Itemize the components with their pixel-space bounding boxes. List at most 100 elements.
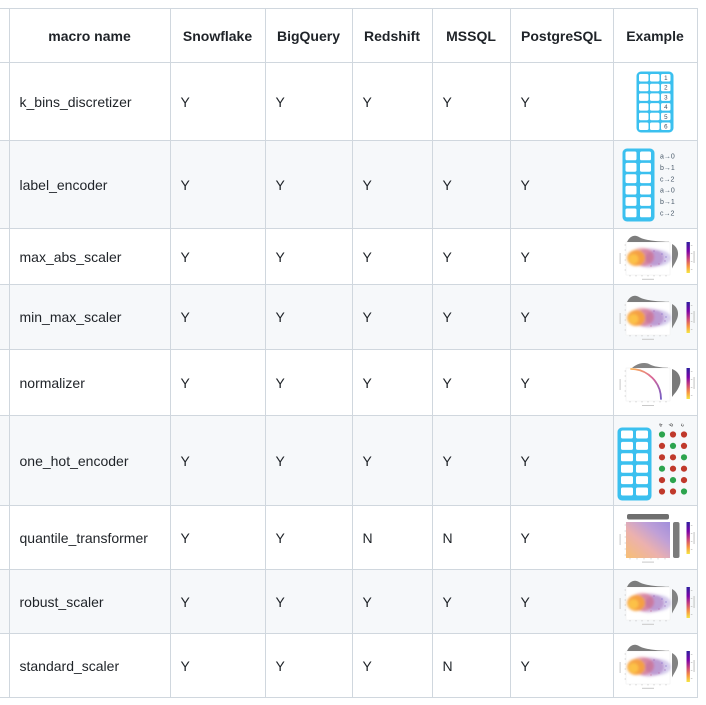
redshift-support-cell: Y: [351, 633, 433, 698]
example-cell: [612, 569, 698, 634]
kbins-table-icon: 1 2 3 4 5 6: [636, 71, 674, 132]
cropped-left-spacer: [0, 228, 10, 285]
cropped-left-spacer: [0, 284, 10, 350]
postgresql-support-cell: Y: [509, 505, 614, 570]
mssql-support-cell: Y: [431, 415, 511, 506]
snowflake-support-cell: Y: [169, 140, 266, 229]
example-cell: [612, 284, 698, 350]
label-mapping: a→0: [660, 153, 675, 160]
label-mapping: b→1: [660, 199, 675, 206]
scatter-speckles: [649, 594, 667, 612]
label-mapping: c→2: [660, 210, 675, 217]
mssql-support-cell: Y: [431, 228, 511, 285]
bigquery-support-cell: Y: [264, 415, 353, 506]
onehot-dot: [658, 442, 666, 449]
onehot-dot: [669, 453, 677, 460]
onehot-dot: [680, 465, 688, 472]
table-row: k_bins_discretizer Y Y Y Y Y 1 2 3 4 5 6: [0, 62, 698, 141]
macro-name-cell: label_encoder: [8, 140, 171, 229]
mssql-support-cell: Y: [431, 349, 511, 416]
y-axis-label-smudge: [619, 661, 621, 673]
scatter-blob: [626, 247, 671, 267]
x-axis-label-smudge: [641, 404, 654, 406]
macro-name-cell: standard_scaler: [8, 633, 171, 698]
example-cell: [612, 228, 698, 285]
table-row: quantile_transformer Y Y N N Y: [0, 505, 698, 570]
scatter-blob: [626, 592, 671, 612]
axis-ticks: [624, 370, 666, 402]
colorbar-tick-smudges: [690, 589, 694, 615]
bin-number: 3: [664, 94, 668, 101]
macro-name-cell: robust_scaler: [8, 569, 171, 634]
onehot-dot: [680, 442, 688, 449]
colorbar-tick-smudges: [690, 524, 694, 550]
onehot-column-label: a: [658, 421, 665, 427]
snowflake-support-cell: Y: [169, 415, 266, 506]
table-row: one_hot_encoder Y Y Y Y Y a b c: [0, 415, 698, 506]
x-axis-label-smudge: [641, 561, 654, 563]
scatter-blob: [626, 308, 671, 328]
bigquery-support-cell: Y: [264, 284, 353, 350]
colorbar: [686, 650, 690, 682]
snowflake-support-cell: Y: [169, 505, 266, 570]
onehot-dot: [680, 487, 688, 495]
top-density-marginal: [626, 513, 669, 519]
table-row: label_encoder Y Y Y Y Y a→0 b→1 c→2 a→0 …: [0, 140, 698, 229]
x-axis-label-smudge: [641, 623, 654, 625]
snowflake-support-cell: Y: [169, 349, 266, 416]
plot-area: [625, 367, 670, 401]
mssql-support-cell: Y: [431, 569, 511, 634]
axis-ticks: [624, 304, 666, 337]
table-row: normalizer Y Y Y Y Y: [0, 349, 698, 416]
right-density-marginal: [672, 521, 679, 558]
column-header-redshift: Redshift: [351, 8, 433, 63]
cropped-left-spacer: [0, 349, 10, 416]
top-density-marginal: [626, 295, 669, 302]
colorbar-tick-smudges: [690, 370, 694, 396]
scatter-blob: [626, 656, 671, 676]
x-axis-label-smudge: [641, 338, 654, 340]
top-density-marginal: [626, 580, 669, 587]
bigquery-support-cell: Y: [264, 569, 353, 634]
macro-name-cell: min_max_scaler: [8, 284, 171, 350]
jointplot-curve-icon: [619, 362, 694, 406]
label-mapping: c→2: [660, 176, 675, 183]
onehot-dot: [680, 453, 688, 460]
bin-number: 1: [664, 75, 668, 82]
y-axis-label-smudge: [619, 378, 621, 390]
jointplot-scatter-icon: [619, 644, 694, 689]
axis-ticks: [624, 524, 665, 559]
macros-support-page: macro name Snowflake BigQuery Redshift MSSQL…: [0, 8, 706, 698]
jointplot-scatter-icon: [619, 580, 694, 625]
scatter-speckles: [649, 249, 667, 267]
redshift-support-cell: Y: [351, 228, 433, 285]
mssql-support-cell: N: [431, 633, 511, 698]
cropped-left-spacer: [0, 8, 10, 63]
example-cell: 1 2 3 4 5 6: [612, 62, 698, 141]
column-header-snowflake: Snowflake: [169, 8, 266, 63]
onehot-column-label: c: [680, 422, 687, 428]
example-cell: [612, 505, 698, 570]
cropped-left-spacer: [0, 140, 10, 229]
right-density-marginal: [671, 588, 678, 613]
bin-numbers: 1 2 3 4 5 6: [664, 75, 668, 131]
colorbar-tick-smudges: [690, 244, 694, 270]
mssql-support-cell: Y: [431, 62, 511, 141]
snowflake-support-cell: Y: [169, 633, 266, 698]
bigquery-support-cell: Y: [264, 228, 353, 285]
postgresql-support-cell: Y: [509, 633, 614, 698]
snowflake-support-cell: Y: [169, 569, 266, 634]
macro-name-cell: k_bins_discretizer: [8, 62, 171, 141]
onehot-dot-grid: [658, 430, 688, 495]
table-row: robust_scaler Y Y Y Y Y: [0, 569, 698, 634]
mssql-support-cell: Y: [431, 140, 511, 229]
onehot-dot: [669, 430, 677, 438]
onehot-encoder-icon: a b c: [617, 421, 688, 500]
bigquery-support-cell: Y: [264, 140, 353, 229]
header-row: macro name Snowflake BigQuery Redshift MSSQL…: [0, 8, 698, 63]
scatter-speckles: [649, 658, 667, 676]
snowflake-support-cell: Y: [169, 62, 266, 141]
onehot-dot: [669, 465, 677, 472]
cropped-left-spacer: [0, 505, 10, 570]
bigquery-support-cell: Y: [264, 349, 353, 416]
